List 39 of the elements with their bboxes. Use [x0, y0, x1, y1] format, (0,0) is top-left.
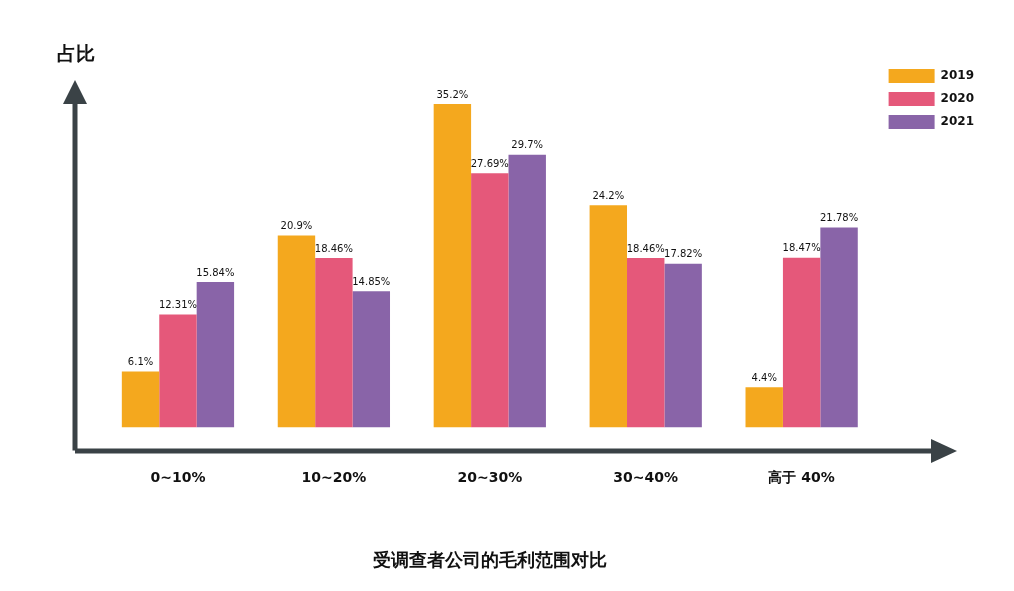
data-label: 35.2% [436, 88, 469, 100]
data-label: 4.4% [751, 371, 777, 383]
legend-label: 2021 [940, 114, 975, 129]
bar [664, 263, 702, 428]
bar [627, 257, 665, 428]
bar [508, 154, 546, 428]
data-label: 24.2% [592, 189, 625, 201]
data-label: 18.47% [782, 242, 821, 254]
bar [471, 173, 509, 428]
bar [820, 227, 858, 428]
bar [433, 104, 472, 428]
data-label: 18.46% [314, 242, 353, 254]
x-tick-label: 30~40% [613, 468, 679, 485]
data-label: 6.1% [127, 356, 154, 368]
x-tick-label: 10~20% [301, 468, 367, 485]
bar [121, 371, 160, 428]
data-label: 18.46% [626, 242, 665, 254]
data-label: 20.9% [280, 220, 313, 232]
bar [782, 257, 821, 428]
bar [159, 314, 197, 428]
x-tick-label: 20~30% [457, 468, 523, 485]
x-tick-label: 0~10% [150, 468, 206, 485]
bar [589, 205, 628, 428]
data-label: 21.78% [819, 212, 859, 224]
legend-label: 2019 [940, 68, 975, 83]
bar [277, 235, 316, 428]
bar [315, 257, 353, 428]
data-label: 27.69% [470, 157, 509, 169]
bar [196, 282, 235, 428]
y-axis-title: 占比 [57, 41, 95, 64]
data-label: 29.7% [511, 139, 544, 151]
data-label: 15.84% [196, 266, 235, 278]
data-label: 17.82% [664, 248, 703, 260]
x-tick-label: 高于 40% [768, 468, 835, 485]
data-label: 12.31% [158, 299, 198, 311]
bar [745, 387, 783, 428]
legend-label: 2020 [940, 91, 975, 106]
data-label: 14.85% [352, 275, 391, 287]
x-axis-title: 受调查者公司的毛利范围对比 [372, 548, 607, 570]
